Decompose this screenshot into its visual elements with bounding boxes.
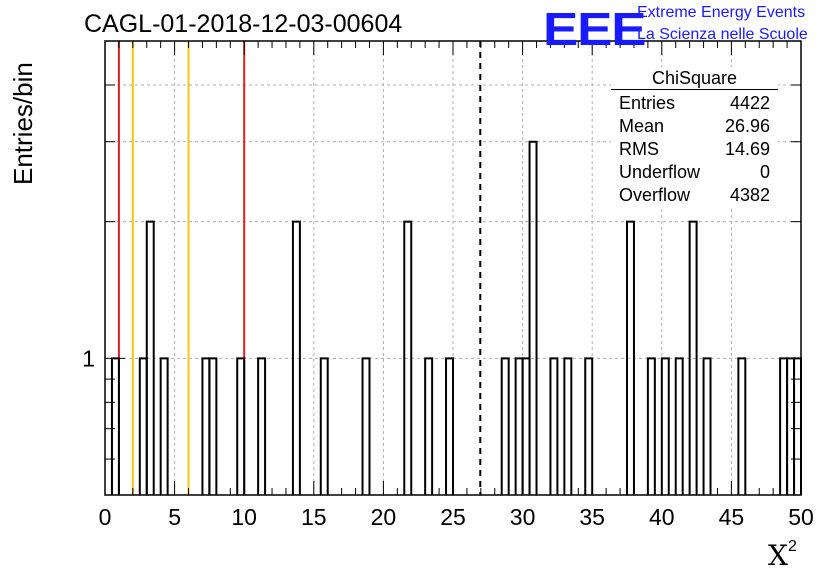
histogram-bin bbox=[424, 357, 434, 495]
histogram-bin bbox=[584, 357, 594, 495]
histogram-bin bbox=[674, 357, 684, 495]
histogram-bin bbox=[201, 357, 211, 495]
stats-value: 4422 bbox=[729, 93, 770, 113]
stats-value: 4382 bbox=[729, 185, 770, 205]
x-axis-label-sup: 2 bbox=[787, 538, 797, 555]
x-tick-label: 40 bbox=[649, 504, 675, 530]
histogram-bin bbox=[138, 357, 148, 495]
histogram-bin bbox=[291, 220, 301, 495]
y-tick-label: 1 bbox=[82, 345, 95, 371]
histogram-bin bbox=[646, 357, 656, 495]
histogram-bin bbox=[737, 357, 747, 495]
y-axis-label: Entries/bin bbox=[8, 62, 38, 185]
histogram-bin bbox=[514, 357, 524, 495]
histogram-bin bbox=[779, 357, 789, 495]
histogram-bin bbox=[528, 140, 538, 495]
x-tick-label: 45 bbox=[719, 504, 745, 530]
stats-value: 26.96 bbox=[724, 116, 770, 136]
logo-line-2: La Scienza nelle Scuole bbox=[637, 26, 808, 43]
stats-row-entries: Entries 4422 bbox=[611, 92, 778, 115]
x-tick-label: 35 bbox=[579, 504, 605, 530]
x-axis-label-main: X bbox=[768, 539, 788, 572]
histogram-bin bbox=[145, 220, 155, 495]
histogram-bin bbox=[159, 357, 169, 495]
chart-title: CAGL-01-2018-12-03-00604 bbox=[84, 10, 403, 38]
x-tick-label: 20 bbox=[371, 504, 397, 530]
eee-logo-mark: EEE bbox=[543, 3, 647, 55]
stats-key: Underflow bbox=[619, 162, 701, 182]
stats-box: ChiSquare Entries 4422 Mean 26.96 RMS 14… bbox=[611, 67, 778, 207]
x-tick-label: 15 bbox=[301, 504, 327, 530]
histogram-bin bbox=[549, 357, 559, 495]
stats-row-overflow: Overflow 4382 bbox=[611, 184, 778, 207]
histogram-bin bbox=[500, 357, 510, 495]
histogram-bin bbox=[236, 357, 246, 495]
histogram-bin bbox=[688, 220, 698, 495]
x-tick-label: 10 bbox=[231, 504, 257, 530]
histogram-bin bbox=[702, 357, 712, 495]
histogram-bin bbox=[208, 357, 218, 495]
x-tick-label: 0 bbox=[99, 504, 112, 530]
histogram-bin bbox=[445, 357, 454, 495]
stats-row-mean: Mean 26.96 bbox=[611, 115, 778, 138]
stats-key: Overflow bbox=[619, 185, 691, 205]
stats-key: RMS bbox=[619, 139, 659, 159]
histogram-bin bbox=[660, 357, 670, 495]
histogram-bin bbox=[319, 357, 329, 495]
stats-key: Mean bbox=[619, 116, 665, 136]
histogram-bin bbox=[626, 220, 635, 495]
x-tick-label: 50 bbox=[788, 504, 814, 530]
histogram-bin bbox=[403, 220, 413, 495]
eee-logo-text: Extreme Energy Events La Scienza nelle S… bbox=[637, 2, 808, 46]
histogram-bin bbox=[563, 357, 573, 495]
stats-title: ChiSquare bbox=[611, 67, 778, 90]
x-axis-label: X2 bbox=[768, 538, 797, 572]
histogram-bin bbox=[361, 357, 371, 495]
x-tick-label: 25 bbox=[440, 504, 466, 530]
stats-row-rms: RMS 14.69 bbox=[611, 138, 778, 161]
histogram-bin bbox=[521, 357, 531, 495]
stats-row-underflow: Underflow 0 bbox=[611, 161, 778, 184]
stats-value: 14.69 bbox=[724, 139, 770, 159]
x-tick-label: 5 bbox=[168, 504, 181, 530]
histogram-bin bbox=[257, 357, 267, 495]
stats-key: Entries bbox=[619, 93, 676, 113]
stats-value: 0 bbox=[759, 162, 770, 182]
x-tick-label: 30 bbox=[510, 504, 536, 530]
logo-line-1: Extreme Energy Events bbox=[637, 4, 806, 21]
